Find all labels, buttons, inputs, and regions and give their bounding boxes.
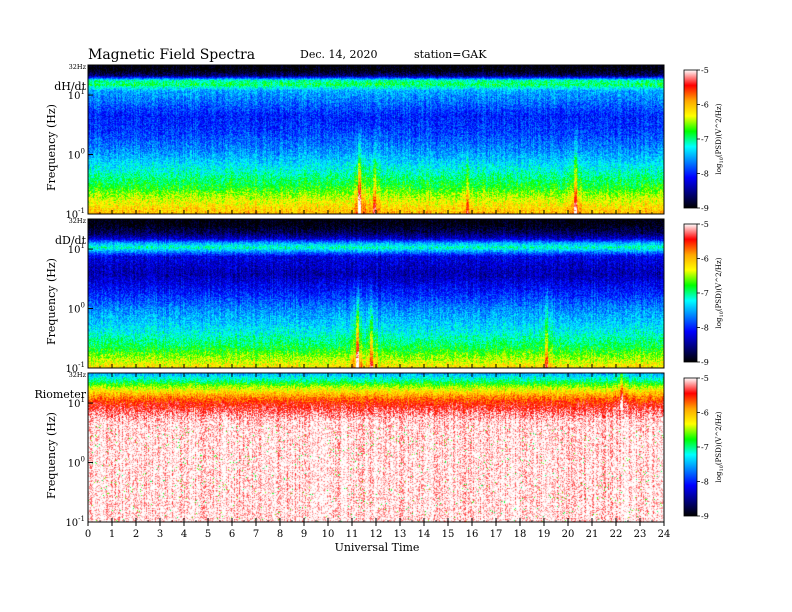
colorbar-tick-label: -7 xyxy=(701,443,709,452)
x-tick-label: 19 xyxy=(538,529,551,540)
x-tick-label: 23 xyxy=(634,529,647,540)
x-tick-label: 21 xyxy=(586,529,599,540)
y-tick-label: 101 xyxy=(68,396,85,410)
panel-1: 101 100 10-1 32Hz dH/dt Frequency (Hz) -5 -6 -7 -… xyxy=(45,63,725,221)
x-tick-label: 4 xyxy=(181,529,187,540)
spectrogram-image xyxy=(88,373,664,522)
x-tick-label: 24 xyxy=(658,529,671,540)
colorbar-tick-label: -8 xyxy=(701,170,709,179)
colorbar-tick-label: -6 xyxy=(701,101,709,110)
colorbar xyxy=(683,377,698,517)
colorbar-tick-label: -7 xyxy=(701,135,709,144)
panel-name: dD/dt xyxy=(55,234,87,247)
x-tick-label: 3 xyxy=(157,529,163,540)
colorbar-tick-label: -7 xyxy=(701,289,709,298)
x-tick-label: 10 xyxy=(322,529,335,540)
x-tick-label: 1 xyxy=(109,529,115,540)
x-tick-label: 20 xyxy=(562,529,575,540)
x-tick-label: 2 xyxy=(133,529,139,540)
y-axis-label: Frequency (Hz) xyxy=(45,104,58,191)
colorbar-tick-label: -5 xyxy=(701,374,709,383)
panel-name: dH/dt xyxy=(54,80,86,93)
y-tick-label: 101 xyxy=(68,88,85,102)
y-axis-label: Frequency (Hz) xyxy=(45,258,58,345)
x-tick-label: 5 xyxy=(205,529,211,540)
colorbar-label: log10(PSD)(V^2/Hz) xyxy=(715,411,725,482)
x-tick-label: 16 xyxy=(466,529,479,540)
colorbar-tick-label: -5 xyxy=(701,66,709,75)
colorbar-tick-label: -9 xyxy=(701,512,709,521)
x-tick-label: 11 xyxy=(346,529,359,540)
station-label: station=GAK xyxy=(414,48,487,61)
x-tick-label: 0 xyxy=(85,529,91,540)
x-tick-label: 18 xyxy=(514,529,527,540)
x-tick-label: 9 xyxy=(301,529,307,540)
colorbar-tick-label: -6 xyxy=(701,409,709,418)
x-tick-label: 12 xyxy=(370,529,383,540)
colorbar-tick-label: -8 xyxy=(701,478,709,487)
colorbar xyxy=(683,223,698,363)
colorbar-label: log10(PSD)(V^2/Hz) xyxy=(715,257,725,328)
date-label: Dec. 14, 2020 xyxy=(300,48,377,61)
y-tick-label: 100 xyxy=(68,456,85,470)
spectrogram-image xyxy=(88,219,664,368)
colorbar-label: log10(PSD)(V^2/Hz) xyxy=(715,103,725,174)
x-tick-label: 13 xyxy=(394,529,407,540)
colorbar-tick-label: -5 xyxy=(701,220,709,229)
x-tick-label: 17 xyxy=(490,529,503,540)
x-axis: 0 1 2 3 4 5 6 7 8 9 10 11 12 13 14 15 16 17 18 19 20 21 22 23 24 xyxy=(85,522,671,540)
x-tick-label: 6 xyxy=(229,529,235,540)
y-tick-label: 100 xyxy=(68,148,85,162)
figure-title: Magnetic Field Spectra xyxy=(88,47,255,63)
colorbar-tick-label: -6 xyxy=(701,255,709,264)
panel-2: 101 100 10-1 32Hz dD/dt Frequency (Hz) -5 -6 -7 -… xyxy=(45,217,725,375)
colorbar-tick-label: -8 xyxy=(701,324,709,333)
y-axis-label: Frequency (Hz) xyxy=(45,412,58,499)
x-tick-label: 7 xyxy=(253,529,259,540)
y-tick-label: 10-1 xyxy=(65,515,85,529)
x-tick-label: 22 xyxy=(610,529,623,540)
top-frequency-label: 32Hz xyxy=(69,217,87,225)
x-tick-label: 14 xyxy=(418,529,431,540)
colorbar xyxy=(683,69,698,209)
x-tick-label: 8 xyxy=(277,529,283,540)
y-tick-label: 100 xyxy=(68,302,85,316)
y-tick-label: 101 xyxy=(68,242,85,256)
x-tick-label: 15 xyxy=(442,529,455,540)
x-axis-label: Universal Time xyxy=(335,541,420,554)
colorbar-tick-label: -9 xyxy=(701,358,709,367)
colorbar-tick-label: -9 xyxy=(701,204,709,213)
spectrogram-image xyxy=(88,65,664,214)
y-tick-label: 10-1 xyxy=(65,361,85,375)
top-frequency-label: 32Hz xyxy=(69,371,87,379)
panel-3: 101 100 10-1 32Hz Riometer Frequency (Hz) -5 -6… xyxy=(34,371,725,529)
top-frequency-label: 32Hz xyxy=(69,63,87,71)
panel-name: Riometer xyxy=(34,388,86,401)
y-tick-label: 10-1 xyxy=(65,207,85,221)
